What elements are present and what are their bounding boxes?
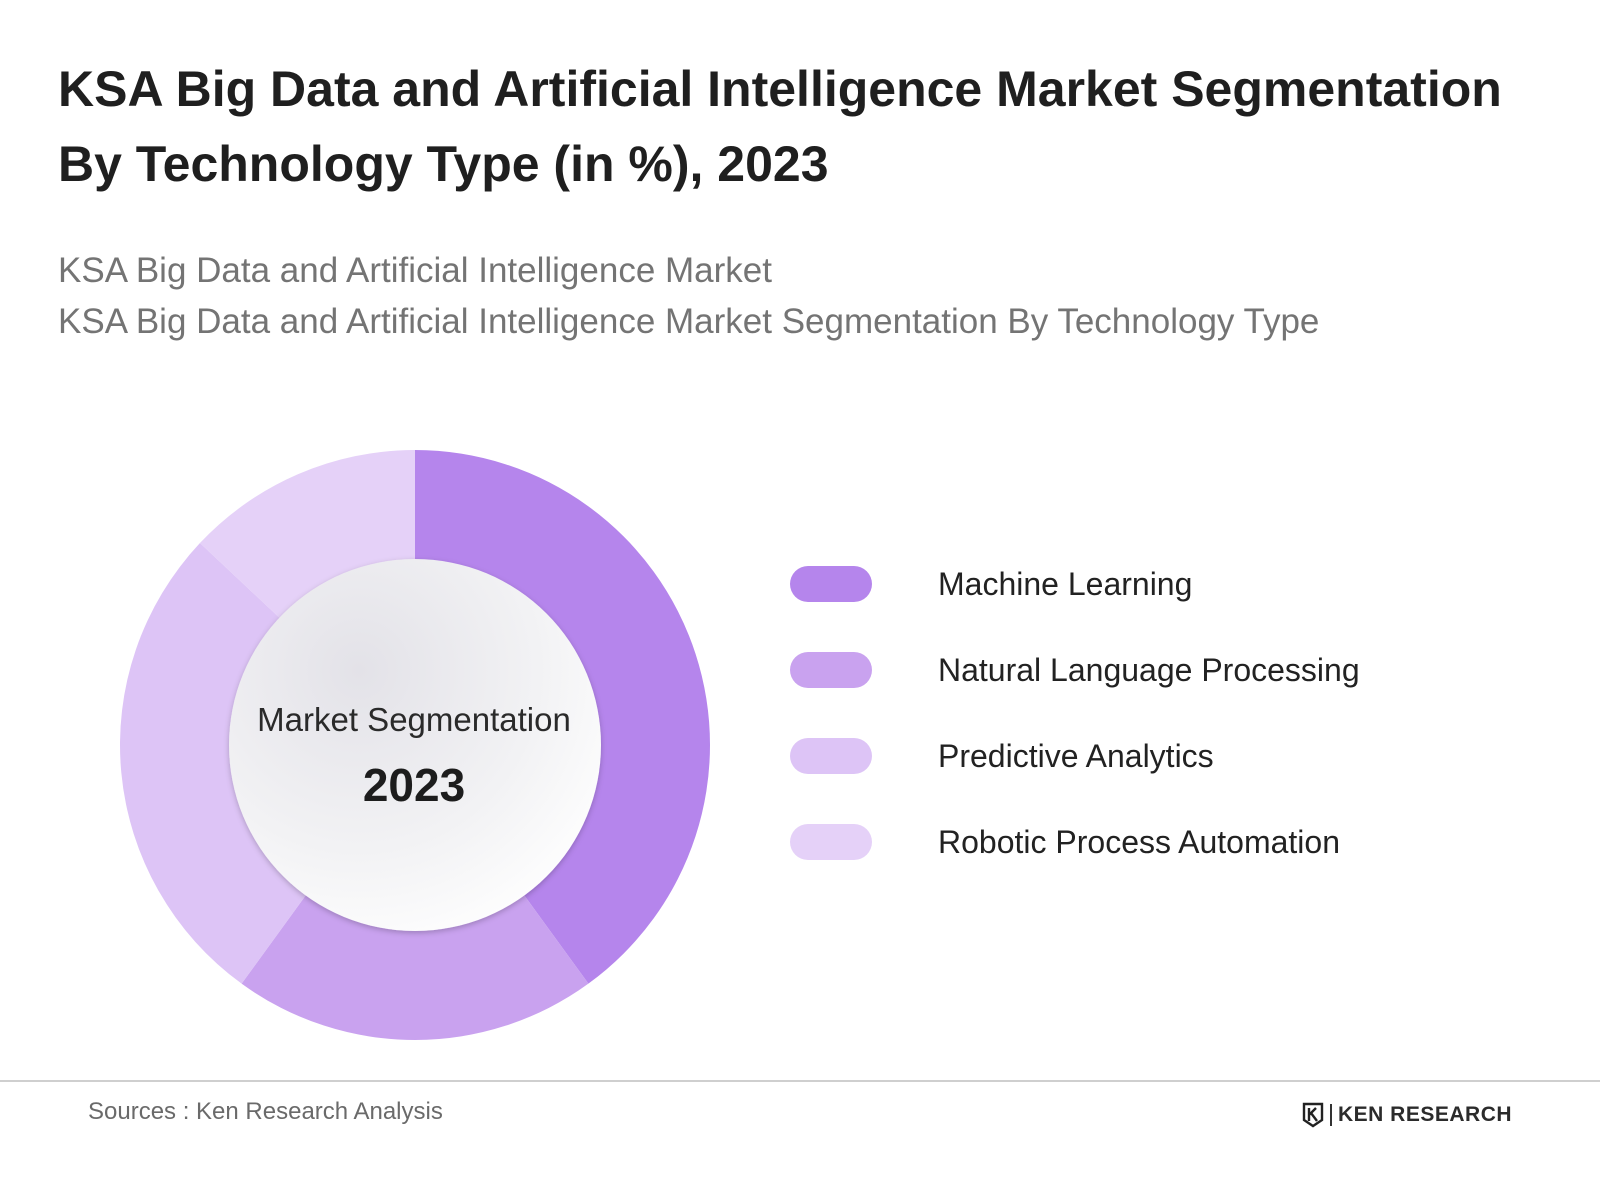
legend-item-machine-learning: Machine Learning <box>790 564 1550 604</box>
legend-label: Natural Language Processing <box>938 652 1360 688</box>
slice-natural-language-processing <box>241 894 589 1040</box>
legend-label: Robotic Process Automation <box>938 824 1340 860</box>
legend-item-robotic-process-automation: Robotic Process Automation <box>790 822 1550 862</box>
source-note: Sources : Ken Research Analysis <box>88 1098 443 1125</box>
subtitle-segmentation: KSA Big Data and Artificial Intelligence… <box>58 302 1320 341</box>
donut-slices <box>120 450 711 1040</box>
donut-center-disc <box>229 559 601 931</box>
center-year: 2023 <box>362 759 466 811</box>
legend-swatch <box>790 738 872 774</box>
legend-label: Machine Learning <box>938 566 1193 602</box>
slice-machine-learning <box>415 450 711 984</box>
slice-robotic-process-automation <box>199 450 415 619</box>
ken-research-logo-icon <box>1302 1102 1324 1128</box>
brand-name: KEN RESEARCH <box>1338 1103 1513 1126</box>
subtitle-market: KSA Big Data and Artificial Intelligence… <box>58 251 772 290</box>
legend-item-natural-language-processing: Natural Language Processing <box>790 650 1550 690</box>
legend-swatch <box>790 566 872 602</box>
legend-label: Predictive Analytics <box>938 738 1214 774</box>
brand-mark: KEN RESEARCH <box>1302 1100 1512 1130</box>
center-label: Market Segmentation <box>257 701 571 738</box>
legend-swatch <box>790 824 872 860</box>
footer-divider <box>0 1080 1600 1082</box>
legend-swatch <box>790 652 872 688</box>
legend-item-predictive-analytics: Predictive Analytics <box>790 736 1550 776</box>
slice-predictive-analytics <box>120 543 307 984</box>
brand-divider <box>1330 1104 1332 1126</box>
chart-title: KSA Big Data and Artificial Intelligence… <box>58 61 1502 192</box>
